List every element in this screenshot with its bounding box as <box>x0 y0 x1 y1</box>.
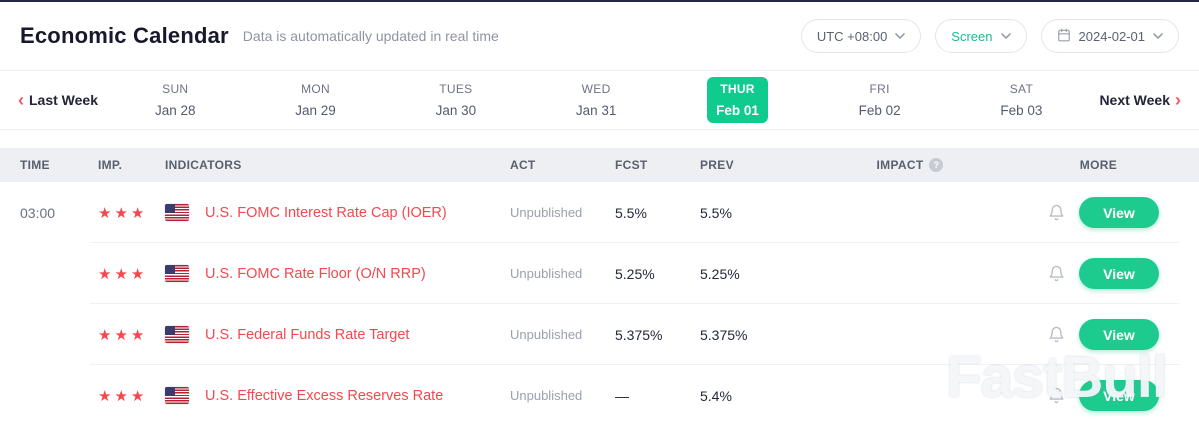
day-thur-selected[interactable]: THUR Feb 01 <box>707 77 768 123</box>
indicator-link[interactable]: U.S. Effective Excess Reserves Rate <box>205 387 444 404</box>
screen-selector[interactable]: Screen <box>935 19 1027 53</box>
date-label: 2024-02-01 <box>1078 28 1146 44</box>
importance-stars: ★★★ <box>98 387 148 405</box>
actual-value: Unpublished <box>510 205 583 220</box>
page-title: Economic Calendar <box>20 23 229 48</box>
column-indicators: INDICATORS <box>165 158 242 172</box>
bell-icon[interactable] <box>1048 326 1065 343</box>
column-impact: IMPACT ? <box>835 158 985 172</box>
forecast-value: 5.375% <box>615 326 663 343</box>
screen-label: Screen <box>951 28 993 44</box>
column-time: TIME <box>20 158 50 172</box>
bell-icon[interactable] <box>1048 204 1065 221</box>
bell-icon[interactable] <box>1048 265 1065 282</box>
help-icon[interactable]: ? <box>929 158 944 172</box>
day-sat[interactable]: SAT Feb 03 <box>1000 82 1043 118</box>
column-importance: IMP. <box>98 158 123 172</box>
forecast-value: 5.25% <box>615 265 655 282</box>
indicator-link[interactable]: U.S. FOMC Rate Floor (O/N RRP) <box>205 265 426 282</box>
actual-value: Unpublished <box>510 388 583 403</box>
actual-value: Unpublished <box>510 266 583 281</box>
importance-stars: ★★★ <box>98 204 148 222</box>
indicator-link[interactable]: U.S. FOMC Interest Rate Cap (IOER) <box>205 204 447 221</box>
column-previous: PREV <box>700 158 734 172</box>
bell-icon[interactable] <box>1048 387 1065 404</box>
calendar-icon <box>1057 28 1071 45</box>
chevron-down-icon <box>1000 33 1011 39</box>
chevron-right-icon: › <box>1175 90 1181 110</box>
table-row: ★★★ U.S. Federal Funds Rate Target Unpub… <box>0 304 1199 365</box>
indicator-link[interactable]: U.S. Federal Funds Rate Target <box>205 326 410 343</box>
view-button[interactable]: View <box>1079 258 1159 289</box>
importance-stars: ★★★ <box>98 326 148 344</box>
timezone-selector[interactable]: UTC +08:00 <box>800 19 922 53</box>
day-tues[interactable]: TUES Jan 30 <box>435 82 477 118</box>
actual-value: Unpublished <box>510 327 583 342</box>
header: Economic Calendar Data is automatically … <box>0 2 1199 70</box>
chevron-left-icon: ‹ <box>18 90 24 110</box>
forecast-value: — <box>615 387 629 404</box>
day-wed[interactable]: WED Jan 31 <box>575 82 617 118</box>
column-actual: ACT <box>510 158 536 172</box>
date-picker[interactable]: 2024-02-01 <box>1040 19 1179 53</box>
chevron-down-icon <box>895 33 906 39</box>
day-mon[interactable]: MON Jan 29 <box>295 82 336 118</box>
last-week-button[interactable]: ‹ Last Week <box>18 90 98 110</box>
us-flag-icon <box>165 204 189 221</box>
table-row: ★★★ U.S. Effective Excess Reserves Rate … <box>0 365 1199 425</box>
importance-stars: ★★★ <box>98 265 148 283</box>
event-time: 03:00 <box>20 204 56 221</box>
day-fri[interactable]: FRI Feb 02 <box>858 82 901 118</box>
view-button[interactable]: View <box>1079 319 1159 350</box>
table-row: ★★★ U.S. FOMC Rate Floor (O/N RRP) Unpub… <box>0 243 1199 304</box>
previous-value: 5.375% <box>700 326 748 343</box>
us-flag-icon <box>165 326 189 343</box>
chevron-down-icon <box>1153 33 1163 39</box>
week-days: SUN Jan 28 MON Jan 29 TUES Jan 30 WED Ja… <box>146 77 1051 123</box>
previous-value: 5.5% <box>700 204 732 221</box>
column-more: MORE <box>1079 158 1117 172</box>
column-forecast: FCST <box>615 158 648 172</box>
us-flag-icon <box>165 265 189 282</box>
day-sun[interactable]: SUN Jan 28 <box>155 82 196 118</box>
view-button[interactable]: View <box>1079 197 1159 228</box>
table-header: TIME IMP. INDICATORS ACT FCST PREV IMPAC… <box>0 148 1199 182</box>
table-row: 03:00 ★★★ U.S. FOMC Interest Rate Cap (I… <box>0 182 1199 243</box>
page-subtitle: Data is automatically updated in real ti… <box>242 28 499 44</box>
view-button[interactable]: View <box>1079 380 1159 411</box>
previous-value: 5.4% <box>700 387 732 404</box>
previous-value: 5.25% <box>700 265 740 282</box>
next-week-button[interactable]: Next Week › <box>1099 90 1181 110</box>
week-navigation: ‹ Last Week SUN Jan 28 MON Jan 29 TUES J… <box>0 70 1199 130</box>
us-flag-icon <box>165 387 189 404</box>
forecast-value: 5.5% <box>615 204 647 221</box>
timezone-label: UTC +08:00 <box>816 28 888 44</box>
